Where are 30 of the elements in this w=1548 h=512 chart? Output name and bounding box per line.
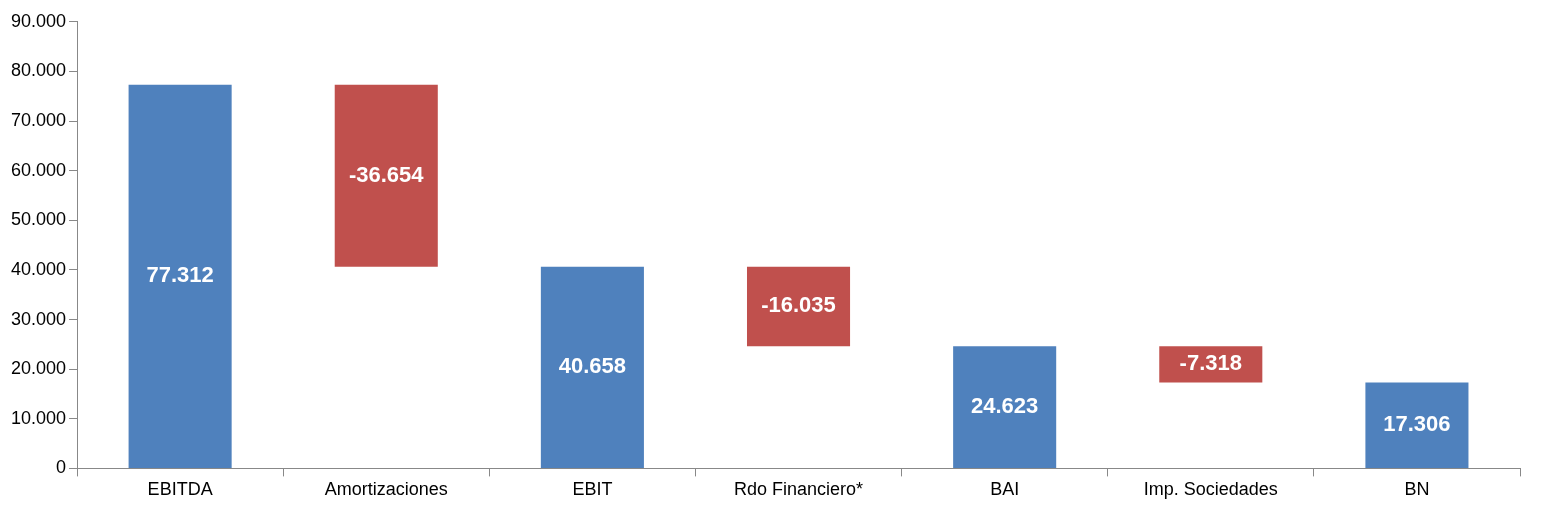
y-tick-label: 0	[56, 457, 67, 478]
bar	[1365, 382, 1469, 468]
y-tick-label: 80.000	[10, 60, 67, 81]
y-tick-label: 50.000	[10, 209, 67, 230]
y-tick-label: 10.000	[10, 407, 67, 428]
x-tick-label: Imp. Sociedades	[1143, 479, 1278, 500]
x-tick-label: BAI	[990, 479, 1020, 500]
bar	[334, 84, 438, 267]
bar	[128, 84, 232, 468]
x-tick-label: Amortizaciones	[324, 479, 448, 500]
x-tick-label: EBITDA	[147, 479, 213, 500]
bar	[746, 266, 851, 347]
x-tick-label: EBIT	[572, 479, 613, 500]
bar	[540, 266, 644, 468]
data-label: -36.654	[348, 161, 425, 187]
y-tick-label: 90.000	[10, 10, 67, 31]
y-tick-label: 40.000	[10, 258, 67, 279]
data-label: 17.306	[1383, 411, 1451, 437]
y-tick-label: 20.000	[10, 358, 67, 379]
y-tick-label: 60.000	[10, 159, 67, 180]
data-label: 24.623	[971, 393, 1039, 419]
data-label: 77.312	[146, 262, 214, 288]
y-tick-label: 30.000	[10, 308, 67, 329]
x-tick-label: BN	[1404, 479, 1430, 500]
bar	[953, 346, 1057, 468]
data-label: -16.035	[761, 292, 836, 318]
x-tick-label: Rdo Financiero*	[733, 479, 864, 500]
data-label: -7.318	[1179, 350, 1242, 376]
y-tick-label: 70.000	[10, 110, 67, 131]
data-label: 40.658	[558, 353, 627, 379]
